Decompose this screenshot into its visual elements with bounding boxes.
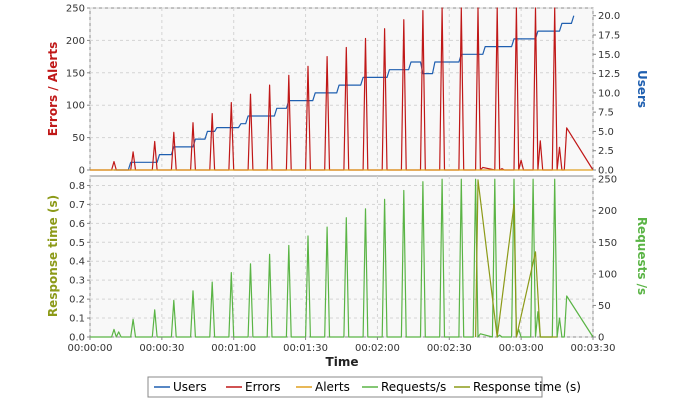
y-right-tick-label: 12.5 (598, 69, 620, 80)
y-right-tick-label: 150 (598, 238, 617, 249)
y-right-tick-label: 50 (598, 301, 611, 312)
x-tick-label: 00:01:00 (211, 343, 256, 354)
y-right-tick-label: 250 (598, 175, 617, 186)
legend-item-users: Users (173, 380, 207, 394)
y-left-tick-label: 0.4 (69, 257, 85, 268)
x-tick-label: 00:00:00 (68, 343, 113, 354)
x-tick-label: 00:02:00 (355, 343, 400, 354)
y-left-tick-label: 50 (72, 133, 85, 144)
x-axis-ticks: 00:00:00 00:00:30 00:01:00 00:01:30 00:02:00… (68, 337, 616, 354)
x-tick-label: 00:01:30 (283, 343, 328, 354)
y-left-tick-label: 0.8 (69, 181, 85, 192)
top-right-ticks: 0.0 2.5 5.0 7.5 10.0 12.5 15.0 17.5 20.0 (593, 11, 620, 177)
y-right-tick-label: 5.0 (598, 127, 614, 138)
y-right-tick-label: 10.0 (598, 88, 620, 99)
bottom-left-ticks: 0.0 0.1 0.2 0.3 0.4 0.5 0.6 0.7 0.8 (69, 181, 90, 344)
bottom-left-axis-title: Response time (s) (46, 195, 60, 317)
y-left-tick-label: 0.7 (69, 200, 85, 211)
y-left-tick-label: 0.1 (69, 314, 85, 325)
y-right-tick-label: 7.5 (598, 108, 614, 119)
y-right-tick-label: 2.5 (598, 146, 614, 157)
y-right-tick-label: 100 (598, 269, 617, 280)
x-tick-label: 00:03:30 (571, 343, 616, 354)
legend-item-requests: Requests/s (381, 380, 446, 394)
y-left-tick-label: 0 (79, 166, 85, 177)
x-tick-label: 00:03:00 (499, 343, 544, 354)
x-tick-label: 00:00:30 (139, 343, 184, 354)
legend-item-response: Response time (s) (473, 380, 581, 394)
y-left-tick-label: 250 (66, 4, 85, 15)
x-tick-label: 00:02:30 (427, 343, 472, 354)
series-line-response (475, 179, 558, 338)
legend-item-errors: Errors (245, 380, 281, 394)
top-left-axis-title: Errors / Alerts (46, 42, 60, 136)
series-line-users (114, 15, 575, 171)
y-left-tick-label: 100 (66, 101, 85, 112)
top-plot-area (89, 7, 594, 171)
y-left-tick-label: 0.0 (69, 333, 85, 344)
bottom-grid (89, 176, 594, 338)
bottom-plot-area (89, 175, 594, 338)
bottom-panel: 0.0 0.1 0.2 0.3 0.4 0.5 0.6 0.7 0.8 0 50 100 150 200… (46, 175, 649, 369)
bottom-series (90, 178, 594, 338)
y-right-tick-label: 0 (598, 333, 604, 344)
y-left-tick-label: 150 (66, 68, 85, 79)
y-right-tick-label: 200 (598, 206, 617, 217)
y-left-tick-label: 0.5 (69, 238, 85, 249)
top-left-ticks: 0 50 100 150 200 250 (66, 4, 90, 177)
bottom-right-ticks: 0 50 100 150 200 250 (593, 175, 617, 344)
x-axis-title: Time (326, 355, 359, 369)
y-left-tick-label: 200 (66, 36, 85, 47)
top-right-axis-title: Users (635, 70, 649, 108)
y-left-tick-label: 0.3 (69, 276, 85, 287)
top-grid (89, 7, 594, 171)
y-left-tick-label: 0.2 (69, 295, 85, 306)
y-left-tick-label: 0.6 (69, 219, 85, 230)
legend-item-alerts: Alerts (315, 380, 350, 394)
y-right-tick-label: 15.0 (598, 50, 620, 61)
y-right-tick-label: 0.0 (598, 166, 614, 177)
y-right-tick-label: 17.5 (598, 31, 620, 42)
legend: Users Errors Alerts Requests/s Response time… (147, 376, 581, 398)
top-series (90, 7, 594, 171)
legend-box (147, 376, 543, 398)
y-right-tick-label: 20.0 (598, 11, 620, 22)
top-panel: 0 50 100 150 200 250 0.0 2.5 5.0 7.5 10.0 12.5 15.0… (46, 4, 649, 177)
bottom-right-axis-title: Requests /s (635, 217, 649, 295)
